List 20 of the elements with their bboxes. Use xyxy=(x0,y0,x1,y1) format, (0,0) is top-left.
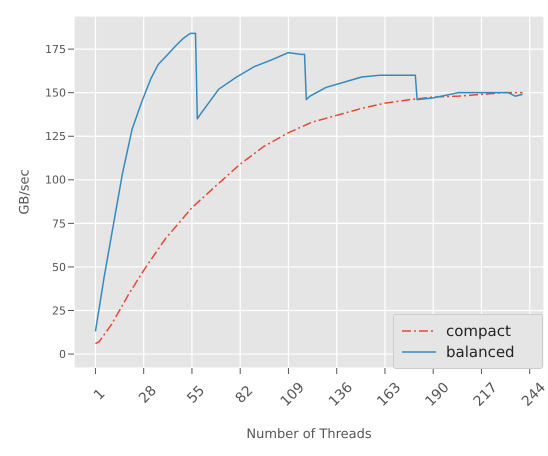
y-tick-label: 50 xyxy=(52,260,66,274)
x-tick-label: 28 xyxy=(136,382,160,407)
x-tick-label: 109 xyxy=(278,380,308,410)
legend-label: balanced xyxy=(446,343,515,361)
x-tick-label: 1 xyxy=(90,386,108,404)
legend-label: compact xyxy=(446,322,511,340)
y-tick-label: 150 xyxy=(45,86,66,100)
x-tick-label: 82 xyxy=(232,382,256,407)
x-axis-title: Number of Threads xyxy=(246,427,372,442)
y-tick-label: 75 xyxy=(52,217,66,230)
y-tick-label: 125 xyxy=(45,130,66,144)
y-tick-label: 25 xyxy=(52,304,66,318)
line-series xyxy=(94,92,524,344)
y-axis-title: GB/sec xyxy=(18,169,33,215)
x-tick-label: 163 xyxy=(374,380,404,410)
y-tick-label: 175 xyxy=(45,43,66,56)
x-tick-label: 55 xyxy=(184,382,208,407)
y-tick-label: 0 xyxy=(59,348,66,361)
y-tick-label: 100 xyxy=(45,174,66,187)
x-tick-label: 190 xyxy=(422,380,453,410)
